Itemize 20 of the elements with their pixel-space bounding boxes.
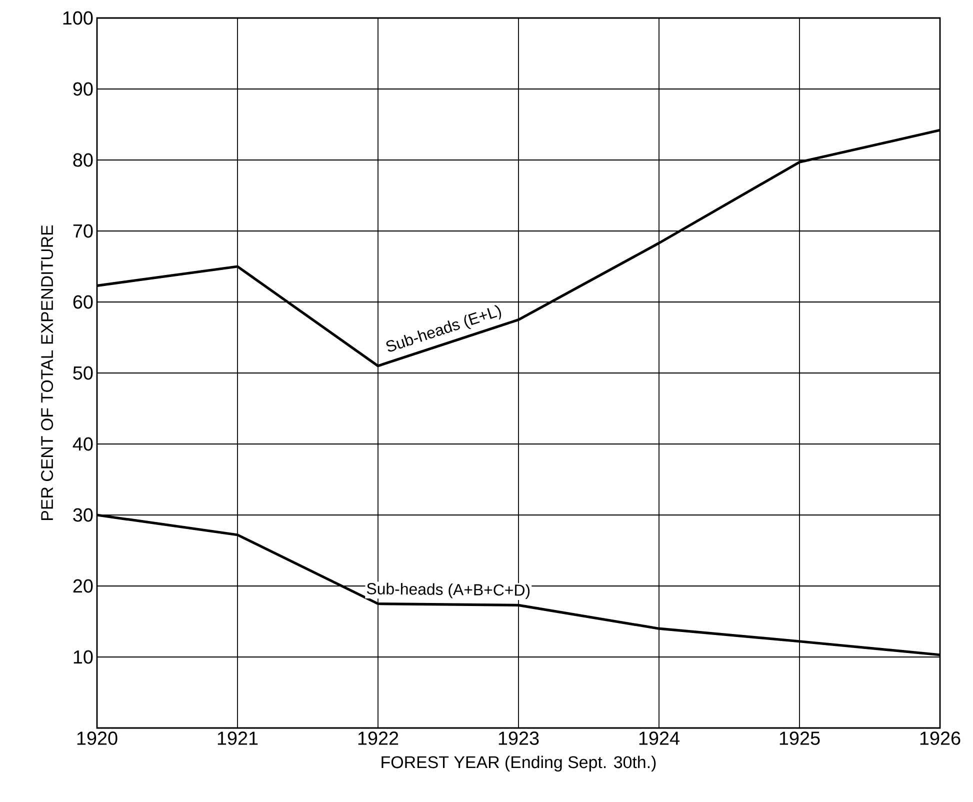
x-tick-label: 1924	[639, 732, 680, 745]
x-tick-label: 1926	[920, 732, 960, 745]
x-tick-label: 1923	[498, 732, 539, 745]
x-tick-label: 1925	[780, 732, 820, 745]
y-tick-label: 80	[73, 153, 93, 167]
y-axis-title: PER CENT OF TOTAL EXPENDITURE	[41, 225, 54, 520]
y-tick-label: 40	[72, 437, 93, 451]
y-tick-label: 60	[73, 295, 93, 309]
y-tick-label: 90	[73, 82, 93, 96]
y-tick-label: 50	[73, 366, 93, 380]
y-tick-label: 30	[73, 508, 93, 522]
y-tick-label: 10	[74, 650, 93, 664]
x-tick-label: 1922	[358, 732, 398, 745]
y-tick-label: 20	[73, 579, 93, 593]
series-label: Sub-heads (A+B+C+D)	[366, 582, 530, 600]
x-tick-label: 1920	[77, 732, 118, 745]
x-axis-title: FOREST YEAR (Ending Sept. 30th.)	[382, 756, 656, 772]
y-tick-label: 100	[63, 11, 93, 25]
y-tick-label: 70	[73, 224, 93, 238]
x-tick-label: 1921	[218, 732, 258, 745]
